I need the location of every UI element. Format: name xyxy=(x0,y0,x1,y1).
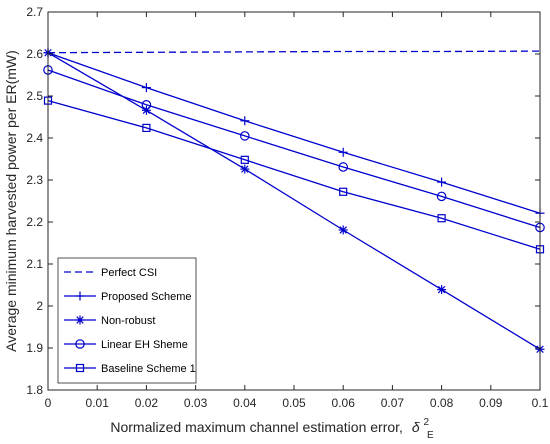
y-tick-label-6: 2.4 xyxy=(26,131,43,145)
legend-item-1-label: Proposed Scheme xyxy=(101,291,192,303)
legend-item-2-marker xyxy=(75,315,85,325)
legend-item-0: Perfect CSI xyxy=(64,267,157,279)
series-3-point-2 xyxy=(240,131,250,141)
series-3-point-1 xyxy=(141,100,152,110)
legend-item-2-marker-d2 xyxy=(76,316,84,324)
legend-item-1: Proposed Scheme xyxy=(64,291,192,303)
legend-item-1-marker xyxy=(75,291,85,301)
legend-item-4-label: Baseline Scheme 1 xyxy=(101,363,196,375)
plot-frame xyxy=(47,11,541,391)
y-tick-label-8: 2.6 xyxy=(26,47,43,61)
legend-item-4-marker xyxy=(75,363,85,373)
legend-item-3: Linear EH Sheme xyxy=(64,339,188,351)
series-2-point-2-d2 xyxy=(241,165,249,173)
x-tick-label-8: 0.08 xyxy=(430,396,454,410)
legend-item-3-label: Linear EH Sheme xyxy=(101,339,188,351)
x-axis-label: Normalized maximum channel estimation er… xyxy=(110,412,434,441)
series-3-point-4 xyxy=(436,191,447,202)
series-2-point-3 xyxy=(338,225,348,235)
legend-item-2-label: Non-robust xyxy=(101,315,155,327)
y-tick-label-7: 2.5 xyxy=(26,89,43,103)
series-2-point-2 xyxy=(240,164,250,174)
y-tick-label-5: 2.3 xyxy=(26,173,43,187)
x-tick-label-4: 0.04 xyxy=(233,396,257,410)
tick-layer: 0 0.01 0.02 0.03 0.04 0.05 0.06 0.07 0.08 0.09 0.1… xyxy=(26,5,548,410)
x-tick-label-3: 0.03 xyxy=(184,396,208,410)
series-3-point-3 xyxy=(338,162,348,172)
legend-item-4: Baseline Scheme 1 xyxy=(64,363,196,375)
x-tick-label-2: 0.02 xyxy=(135,396,159,410)
series-2-point-4-d2 xyxy=(437,285,446,294)
series-layer xyxy=(43,48,545,354)
x-axis-label-subscript: E xyxy=(427,430,434,441)
x-tick-label-0: 0 xyxy=(45,396,52,410)
x-tick-label-10: 0.1 xyxy=(532,396,549,410)
series-1-line xyxy=(47,52,541,214)
series-2-point-4 xyxy=(437,285,447,295)
series-1-point-2 xyxy=(240,116,250,126)
series-2-point-3-d2 xyxy=(339,226,347,234)
y-tick-label-4: 2.2 xyxy=(26,215,43,229)
y-tick-label-1: 1.9 xyxy=(26,341,43,355)
series-0 xyxy=(47,50,541,54)
series-1-point-4 xyxy=(437,177,447,187)
x-axis-label-superscript: 2 xyxy=(424,417,430,428)
x-tick-label-7: 0.07 xyxy=(381,396,405,410)
series-4-line xyxy=(47,99,541,250)
y-tick-label-2: 2 xyxy=(36,299,43,313)
series-2-line xyxy=(47,52,541,350)
y-tick-label-0: 1.8 xyxy=(26,383,43,397)
x-axis-label-text: Normalized maximum channel estimation er… xyxy=(110,419,403,435)
series-4-point-3 xyxy=(339,187,348,196)
series-3-line xyxy=(47,69,541,229)
series-0-line xyxy=(47,50,541,54)
x-axis-label-symbol: δ xyxy=(412,419,420,435)
y-axis-label: Average minimum harvested power per ER(m… xyxy=(3,50,19,352)
series-4-point-2 xyxy=(240,155,249,164)
series-1-point-3 xyxy=(338,147,348,157)
legend-item-3-marker xyxy=(75,339,85,349)
x-tick-label-6: 0.06 xyxy=(332,396,356,410)
series-2 xyxy=(43,48,545,354)
y-tick-label-3: 2.1 xyxy=(26,257,43,271)
x-tick-label-1: 0.01 xyxy=(86,396,110,410)
series-1-point-1 xyxy=(141,83,151,93)
legend-item-0-label: Perfect CSI xyxy=(101,267,157,279)
x-tick-label-5: 0.05 xyxy=(282,396,306,410)
legend-item-2: Non-robust xyxy=(64,315,155,327)
legend: Perfect CSI Proposed Scheme Non-robust Line… xyxy=(57,257,197,384)
x-tick-label-9: 0.09 xyxy=(479,396,503,410)
series-4-point-4 xyxy=(437,214,446,223)
y-tick-label-9: 2.7 xyxy=(26,5,43,19)
series-4-point-1 xyxy=(142,123,151,133)
